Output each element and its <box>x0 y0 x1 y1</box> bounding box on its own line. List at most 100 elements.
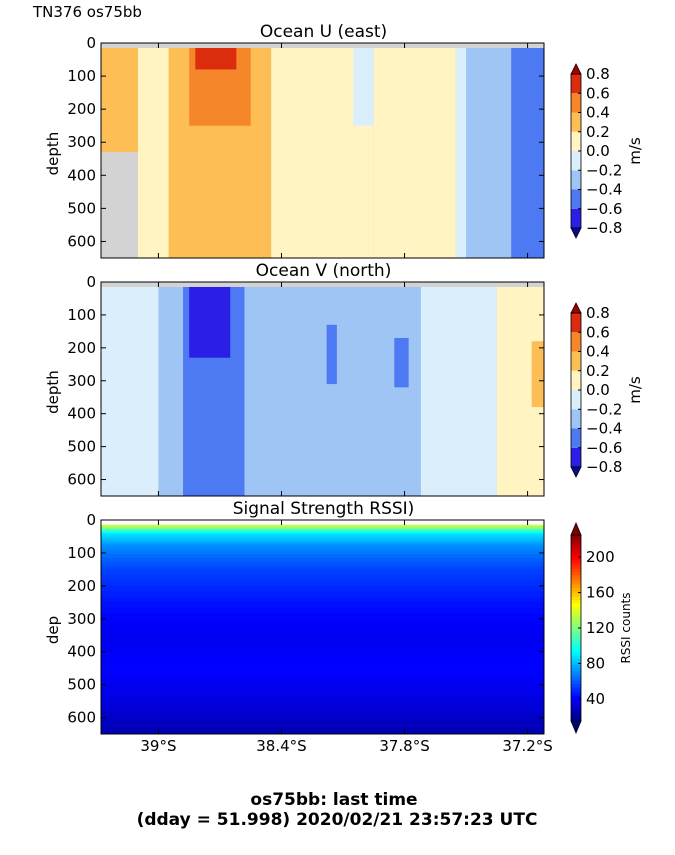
rssi-cell <box>101 580 544 587</box>
colorbar-segment <box>571 93 581 113</box>
rssi-cell <box>101 629 544 636</box>
chart-title: Ocean V (north) <box>256 261 392 281</box>
colorbar-segment <box>571 572 581 576</box>
colorbar-segment <box>571 587 581 592</box>
colorbar-segment <box>571 581 581 586</box>
colorbar-tick-label: 0.6 <box>586 323 610 341</box>
colorbar-segment <box>571 693 581 697</box>
rssi-cell <box>101 546 544 551</box>
rssi-cell <box>101 723 544 730</box>
colorbar-segment <box>571 615 581 620</box>
rssi-cell <box>101 531 544 534</box>
colorbar-tick-label: 0.0 <box>586 381 610 399</box>
colorbar-segment <box>571 553 581 558</box>
colorbar-tick-label: 0.2 <box>586 123 610 141</box>
colorbar-segment <box>571 556 581 561</box>
field-cell <box>189 286 231 358</box>
colorbar-tick-label: 120 <box>586 619 615 637</box>
colorbar-segment <box>571 566 581 570</box>
field-cell <box>394 337 409 388</box>
rssi-cell <box>101 569 544 576</box>
colorbar-segment <box>571 643 581 648</box>
colorbar-segment <box>571 702 581 707</box>
colorbar-tick-label: 80 <box>586 654 605 672</box>
colorbar-tick-label: 0.4 <box>586 104 610 122</box>
colorbar-segment <box>571 569 581 573</box>
colorbar-segment <box>571 597 581 601</box>
y-tick-label: 500 <box>67 676 96 694</box>
plot-frame <box>100 519 545 735</box>
colorbar-tick-label: −0.8 <box>586 458 622 476</box>
rssi-cell <box>101 613 544 620</box>
y-tick-label: 400 <box>67 405 96 423</box>
colorbar-extend-bottom <box>570 227 582 239</box>
colorbar-extend-bottom <box>570 466 582 478</box>
colorbar-segment <box>571 612 581 617</box>
colorbar-segment <box>571 541 581 545</box>
field-cell <box>195 47 237 70</box>
colorbar-segment <box>571 578 581 583</box>
rssi-cell <box>101 728 544 735</box>
y-tick-label: 500 <box>67 199 96 217</box>
colorbar-segment <box>571 683 581 688</box>
colorbar-segment <box>571 652 581 657</box>
colorbar-segment <box>571 370 581 390</box>
colorbar-segment <box>571 634 581 638</box>
field-cell <box>455 47 467 258</box>
colorbar-label: m/s <box>626 376 644 404</box>
colorbar-segment <box>571 409 581 429</box>
rssi-cell <box>101 618 544 625</box>
colorbar-segment <box>571 313 581 333</box>
colorbar-segment <box>571 609 581 614</box>
colorbar-segment <box>571 631 581 635</box>
colorbar-tick-label: 0.8 <box>586 304 610 322</box>
colorbar: 0.80.6 0.40.20.0−0.2 −0.4−0.6−0.8 m/s <box>570 63 644 239</box>
colorbar-segment <box>571 690 581 694</box>
rssi-cell <box>101 524 544 527</box>
rssi-cell <box>101 565 544 570</box>
y-tick-label: 300 <box>67 133 96 151</box>
chart-panel-3: Signal Strength RSSI) 0 100 200 300 400 500 600… <box>44 499 633 755</box>
colorbar-segment <box>571 428 581 448</box>
rssi-cell <box>101 596 544 603</box>
rssi-cell <box>101 544 544 547</box>
chart-panel-1: Ocean U (east) 0 100 200 300 400 500 600 depth 0.… <box>44 22 644 259</box>
rssi-cell <box>101 624 544 631</box>
rssi-cell <box>101 635 544 642</box>
colorbar-segment <box>571 674 581 679</box>
colorbar-segment <box>571 711 581 716</box>
colorbar-segment <box>571 618 581 623</box>
field-cell <box>101 47 138 153</box>
colorbar-segment <box>571 699 581 703</box>
colorbar-segment <box>571 590 581 595</box>
rssi-cell <box>101 646 544 653</box>
colorbar-segment <box>571 170 581 190</box>
field-cell <box>353 47 374 126</box>
y-tick-label: 0 <box>86 273 96 291</box>
colorbar-segment <box>571 390 581 410</box>
colorbar-segment <box>571 606 581 610</box>
rssi-cell <box>101 602 544 609</box>
chart-title: Signal Strength RSSI) <box>233 499 415 519</box>
colorbar-segment <box>571 600 581 604</box>
colorbar-segment <box>571 662 581 666</box>
y-tick-label: 200 <box>67 339 96 357</box>
rssi-cell <box>101 539 544 543</box>
colorbar-segment <box>571 659 581 663</box>
y-tick-label: 600 <box>67 709 96 727</box>
colorbar-extend-top <box>570 63 582 75</box>
colorbar-tick-label: −0.6 <box>586 200 622 218</box>
y-tick-label: 300 <box>67 372 96 390</box>
y-tick-label: 400 <box>67 166 96 184</box>
y-tick-label: 100 <box>67 306 96 324</box>
colorbar-extend-top <box>570 302 582 314</box>
colorbar-tick-label: −0.2 <box>586 400 622 418</box>
colorbar-segment <box>571 151 581 171</box>
colorbar-segment <box>571 646 581 651</box>
rssi-cell <box>101 717 544 724</box>
y-tick-label: 600 <box>67 471 96 489</box>
colorbar-tick-label: 160 <box>586 584 615 602</box>
colorbar-segment <box>571 112 581 132</box>
colorbar-segment <box>571 655 581 660</box>
y-tick-label: 500 <box>67 438 96 456</box>
